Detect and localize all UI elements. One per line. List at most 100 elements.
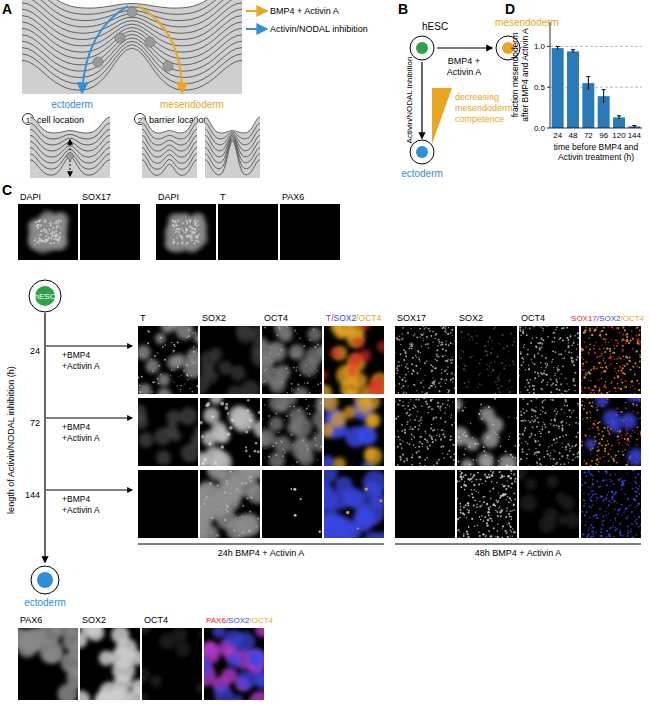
- channel-label: DAPI: [158, 192, 179, 202]
- signal: [219, 361, 233, 375]
- signal: [536, 337, 538, 339]
- tick-label: 0.5: [534, 83, 546, 92]
- signal: [454, 387, 455, 389]
- signal: [265, 448, 266, 449]
- signal: [463, 369, 465, 371]
- signal: [402, 327, 404, 329]
- signal: [636, 380, 638, 382]
- signal: [509, 436, 510, 437]
- signal: [501, 458, 502, 459]
- signal: [410, 346, 412, 348]
- signal: [448, 390, 450, 392]
- signal: [472, 338, 473, 339]
- signal: [451, 439, 453, 441]
- mesendoderm-path: [138, 6, 182, 92]
- channel-label: T: [220, 192, 226, 202]
- signal: [37, 224, 39, 226]
- signal: [445, 355, 446, 356]
- signal: [577, 333, 579, 335]
- signal: [401, 338, 403, 340]
- treatment: +Activin A: [62, 433, 100, 443]
- signal: [55, 236, 57, 238]
- signal: [282, 456, 283, 457]
- signal: [43, 229, 44, 230]
- signal: [539, 444, 541, 446]
- signal: [554, 419, 556, 421]
- signal: [430, 400, 432, 402]
- signal: [399, 376, 401, 378]
- signal: [604, 338, 606, 340]
- signal: [563, 327, 565, 329]
- signal: [432, 399, 433, 400]
- signal: [181, 444, 198, 463]
- signal: [444, 421, 446, 423]
- signal: [581, 372, 582, 373]
- signal: [524, 344, 526, 346]
- signal: [566, 391, 567, 392]
- signal: [265, 356, 267, 358]
- signal: [198, 329, 199, 331]
- signal: [541, 338, 543, 340]
- signal: [540, 326, 541, 327]
- tick-label: 144: [628, 131, 642, 140]
- signal: [445, 383, 447, 385]
- signal: [418, 358, 420, 360]
- signal: [403, 405, 405, 407]
- signal: [406, 363, 408, 365]
- signal: [409, 429, 410, 430]
- signal: [490, 362, 492, 364]
- signal: [585, 329, 587, 331]
- signal: [172, 220, 174, 222]
- signal: [452, 335, 453, 336]
- signal: [411, 363, 413, 365]
- signal: [570, 448, 571, 449]
- competence: mesendoderm: [455, 103, 513, 113]
- signal: [465, 448, 466, 449]
- signal: [513, 391, 514, 392]
- signal: [192, 239, 194, 241]
- signal: [522, 433, 524, 435]
- signal: [57, 243, 59, 245]
- signal: [289, 344, 305, 360]
- signal: [443, 457, 445, 459]
- signal: [618, 370, 620, 372]
- signal: [464, 382, 466, 384]
- signal: [479, 362, 481, 364]
- signal: [410, 414, 412, 416]
- signal: [53, 242, 55, 244]
- signal: [574, 372, 576, 374]
- signal: [622, 334, 624, 336]
- signal: [395, 427, 396, 429]
- signal: [459, 355, 460, 356]
- signal: [277, 335, 279, 337]
- signal: [405, 380, 407, 382]
- signal: [279, 354, 280, 355]
- signal: [183, 370, 184, 371]
- signal: [192, 391, 193, 392]
- arrow: [421, 62, 422, 138]
- signal: [413, 370, 415, 372]
- signal: [497, 434, 499, 436]
- signal: [182, 230, 184, 232]
- micrograph: [200, 398, 260, 466]
- signal: [446, 341, 447, 342]
- signal: [464, 431, 465, 432]
- signal: [444, 370, 446, 372]
- signal: [522, 434, 524, 436]
- signal: [431, 438, 432, 439]
- signal: [277, 406, 278, 407]
- signal: [499, 391, 501, 393]
- signal: [398, 361, 400, 363]
- signal: [465, 371, 466, 372]
- micrograph-layer: [581, 326, 641, 394]
- signal: [411, 434, 413, 436]
- landscape-fill: [205, 129, 260, 178]
- signal: [179, 234, 181, 236]
- signal: [138, 377, 139, 379]
- signal: [229, 426, 233, 430]
- signal: [395, 416, 396, 418]
- signal: [557, 394, 559, 395]
- signal: [520, 330, 522, 332]
- signal: [422, 334, 424, 336]
- signal: [397, 446, 399, 448]
